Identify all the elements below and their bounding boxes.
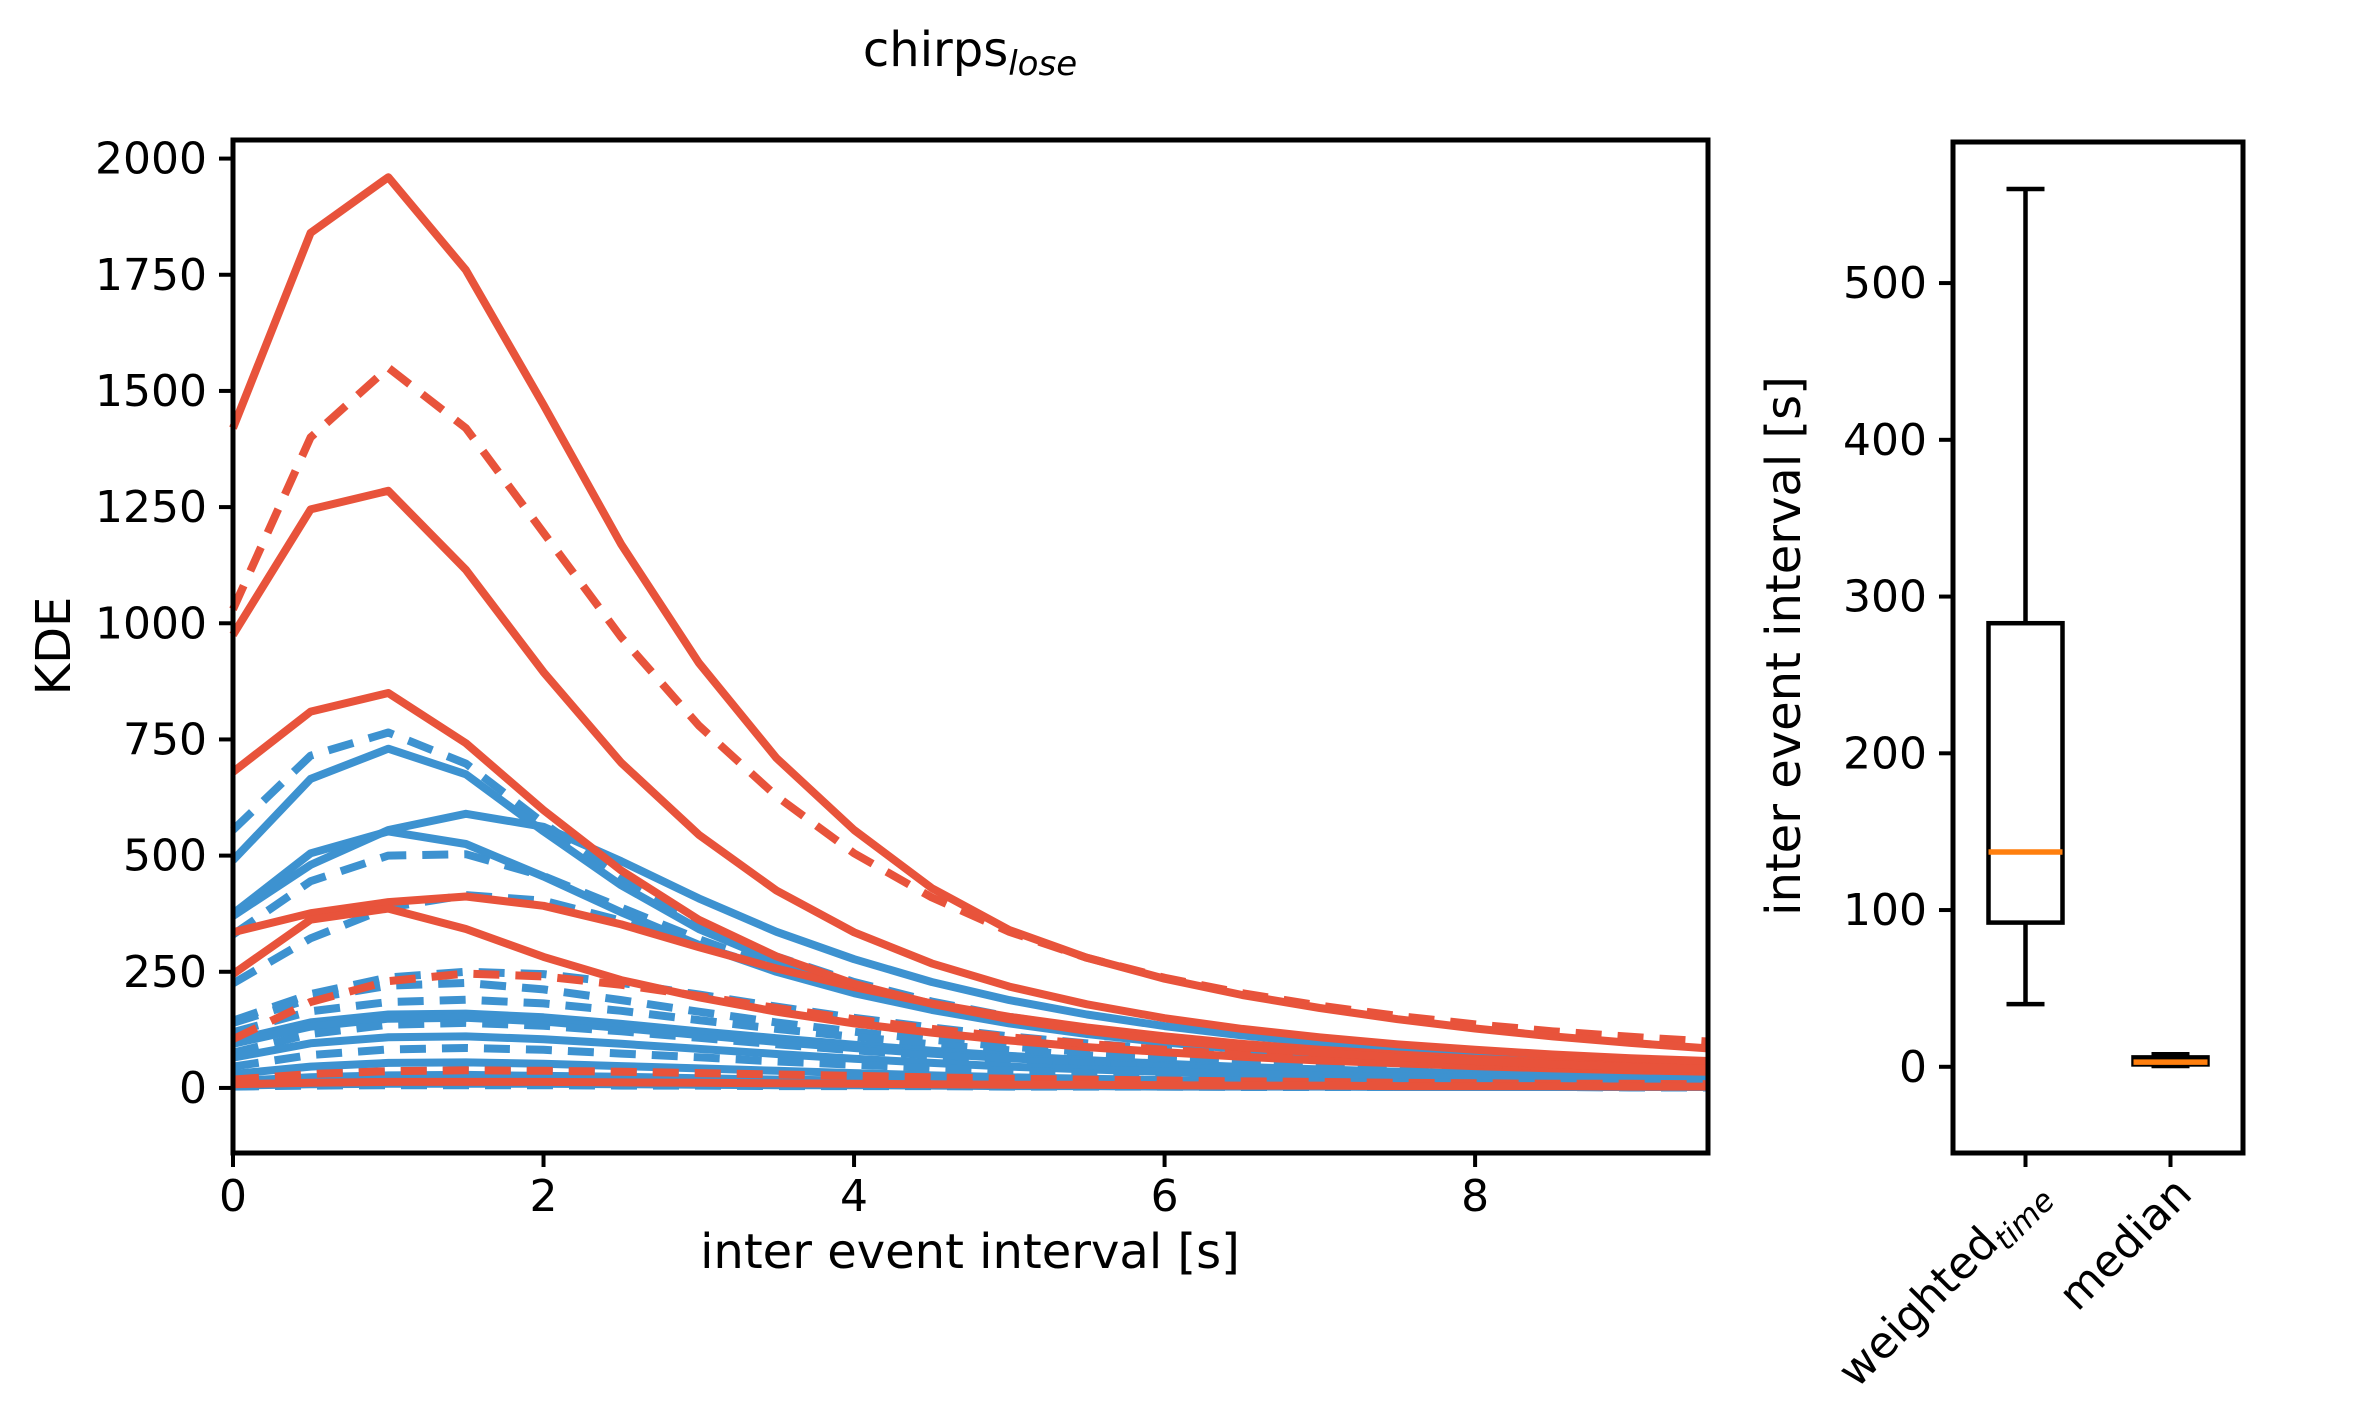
box-axes-frame <box>1950 139 2246 1156</box>
y-tick-label: 500 <box>1843 258 1927 309</box>
y-tick-label: 1000 <box>95 598 207 649</box>
kde-curve-red-solid-low-3 <box>232 1077 1708 1091</box>
y-tick-label: 1750 <box>95 250 207 301</box>
kde-subplot: 0 2 4 6 8 0 250 500 750 1000 1250 1500 1750 2000 <box>95 134 1711 1222</box>
kde-x-axis-label: inter event interval [s] <box>700 1224 1240 1280</box>
kde-curve-red-dashed-high <box>229 363 1709 1046</box>
y-tick-label: 1500 <box>95 366 207 417</box>
y-tick-label: 2000 <box>95 134 207 185</box>
kde-curve-red-solid-mid <box>230 689 1709 1073</box>
y-tick-label: 500 <box>123 831 207 882</box>
y-tick-label: 0 <box>179 1063 207 1114</box>
kde-axes-frame <box>230 137 1711 1156</box>
y-tick-label: 300 <box>1843 572 1927 623</box>
kde-curve-red-dashed-low-1 <box>231 969 1709 1074</box>
y-tick-label: 200 <box>1843 728 1927 779</box>
kde-y-axis-label: KDE <box>26 597 82 696</box>
y-tick-label: 100 <box>1843 885 1927 936</box>
kde-curve-red-solid-high-1 <box>229 173 1709 1053</box>
y-tick-label: 400 <box>1843 415 1927 466</box>
x-tick-label: 6 <box>1151 1171 1179 1222</box>
x-tick-label: 2 <box>530 1171 558 1222</box>
y-tick-label: 750 <box>123 714 207 765</box>
kde-curve-red-solid-high-2 <box>229 486 1709 1065</box>
box-weighted_time <box>1986 620 2065 925</box>
category-label-median: median <box>2049 1168 2202 1321</box>
box-y-axis-label: inter event interval [s] <box>1756 376 1812 916</box>
x-tick-label: 4 <box>840 1171 868 1222</box>
boxplot-subplot: 0 100 200 300 400 500 <box>1843 139 2246 1167</box>
category-label-weighted-time: weightedtime <box>1828 1168 2062 1402</box>
category-label-weighted-main: weighted <box>1828 1217 2008 1397</box>
y-tick-label: 1250 <box>95 482 207 533</box>
plot-title: chirpslose <box>863 22 1077 84</box>
y-tick-label: 0 <box>1899 1042 1927 1093</box>
plot-title-subscript: lose <box>1008 44 1077 84</box>
x-tick-label: 0 <box>219 1171 247 1222</box>
plot-title-main: chirps <box>863 22 1008 78</box>
y-tick-label: 250 <box>123 947 207 998</box>
x-tick-label: 8 <box>1461 1171 1489 1222</box>
kde-curve-red-solid-low-2 <box>230 904 1709 1076</box>
